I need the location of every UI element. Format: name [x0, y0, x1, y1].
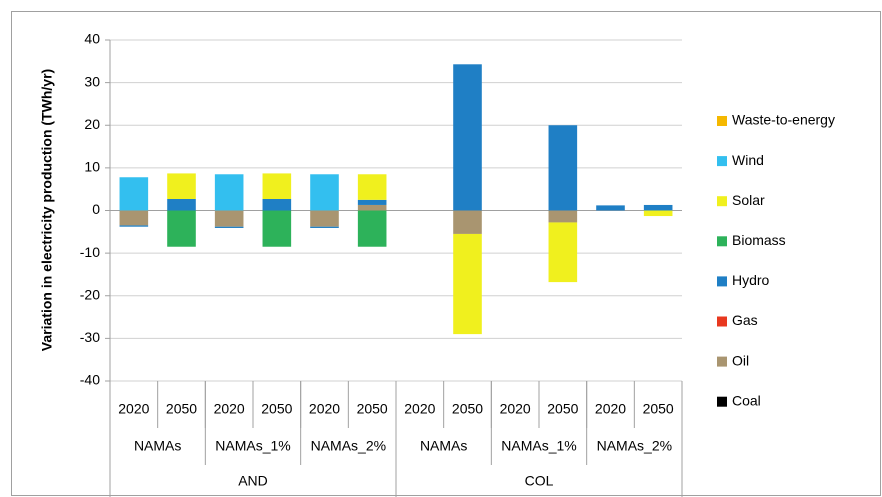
- legend-label: Coal: [732, 392, 761, 408]
- bar-segment: [357, 210, 387, 247]
- y-tick-label: -30: [80, 329, 100, 345]
- legend-swatch: [717, 356, 727, 367]
- bar-segment: [119, 177, 149, 211]
- legend-swatch: [717, 316, 727, 327]
- scenario-label: NAMAs_2%: [311, 438, 386, 454]
- y-tick-label: -20: [80, 286, 100, 302]
- x-tick-label: 2020: [500, 401, 531, 417]
- x-tick-label: 2050: [643, 401, 674, 417]
- bar-segment: [548, 210, 578, 223]
- x-tick-label: 2050: [261, 401, 292, 417]
- bar-segment: [214, 174, 244, 211]
- legend-swatch: [717, 116, 727, 126]
- legend-label: Waste-to-energy: [732, 112, 835, 128]
- x-tick-label: 2020: [118, 401, 149, 417]
- y-tick-label: -10: [80, 244, 100, 260]
- scenario-label: NAMAs: [134, 438, 181, 454]
- bar-segment: [262, 198, 292, 211]
- legend-swatch: [717, 236, 727, 247]
- scenario-label: NAMAs: [420, 438, 467, 454]
- y-axis-title: Variation in electricity production (TWh…: [39, 69, 55, 351]
- bar-segment: [262, 210, 292, 247]
- x-tick-label: 2020: [214, 401, 245, 417]
- bar-segment: [548, 125, 578, 211]
- bar-segment: [453, 64, 482, 211]
- x-tick-label: 2050: [357, 401, 388, 417]
- scenario-label: NAMAs_2%: [597, 438, 672, 454]
- bar-segment: [310, 174, 339, 211]
- legend-swatch: [717, 396, 727, 407]
- bar-segment: [167, 198, 196, 211]
- bar-segment: [643, 204, 673, 211]
- bar-segment: [453, 233, 482, 335]
- legend-label: Biomass: [732, 232, 786, 248]
- bar-segment: [310, 210, 339, 227]
- bar-segment: [167, 210, 196, 247]
- bar-segment: [357, 174, 387, 200]
- legend-label: Gas: [732, 312, 758, 328]
- region-label: AND: [238, 473, 268, 489]
- x-tick-label: 2020: [309, 401, 340, 417]
- region-label: COL: [525, 473, 554, 489]
- bar-segment: [357, 204, 387, 211]
- y-tick-label: 20: [84, 116, 100, 132]
- x-tick-label: 2050: [547, 401, 578, 417]
- scenario-label: NAMAs_1%: [215, 438, 290, 454]
- bar-segment: [262, 173, 292, 199]
- x-tick-label: 2020: [595, 401, 626, 417]
- bar-segment: [214, 210, 244, 227]
- legend-swatch: [717, 156, 727, 167]
- legend-label: Hydro: [732, 272, 770, 288]
- x-tick-label: 2020: [404, 401, 435, 417]
- bar-segment: [548, 222, 578, 283]
- y-tick-label: 10: [84, 159, 100, 175]
- bar-segment: [453, 210, 482, 234]
- x-tick-label: 2050: [166, 401, 197, 417]
- legend-label: Wind: [732, 152, 764, 168]
- bar-segment: [119, 225, 149, 227]
- y-tick-label: 40: [84, 31, 100, 47]
- legend-label: Oil: [732, 352, 749, 368]
- bar-segment: [357, 199, 387, 205]
- x-tick-label: 2050: [452, 401, 483, 417]
- bar-segment: [643, 210, 673, 217]
- bar-segment: [167, 173, 196, 199]
- legend-swatch: [717, 196, 727, 207]
- legend-label: Solar: [732, 192, 765, 208]
- bar-segment: [119, 210, 149, 226]
- scenario-label: NAMAs_1%: [501, 438, 576, 454]
- bar-segment: [596, 205, 625, 211]
- y-tick-label: 0: [92, 201, 100, 217]
- legend-swatch: [717, 276, 727, 287]
- y-tick-label: -40: [80, 372, 100, 388]
- y-tick-label: 30: [84, 73, 100, 89]
- bar-segment: [310, 226, 339, 228]
- bar-segment: [214, 226, 244, 228]
